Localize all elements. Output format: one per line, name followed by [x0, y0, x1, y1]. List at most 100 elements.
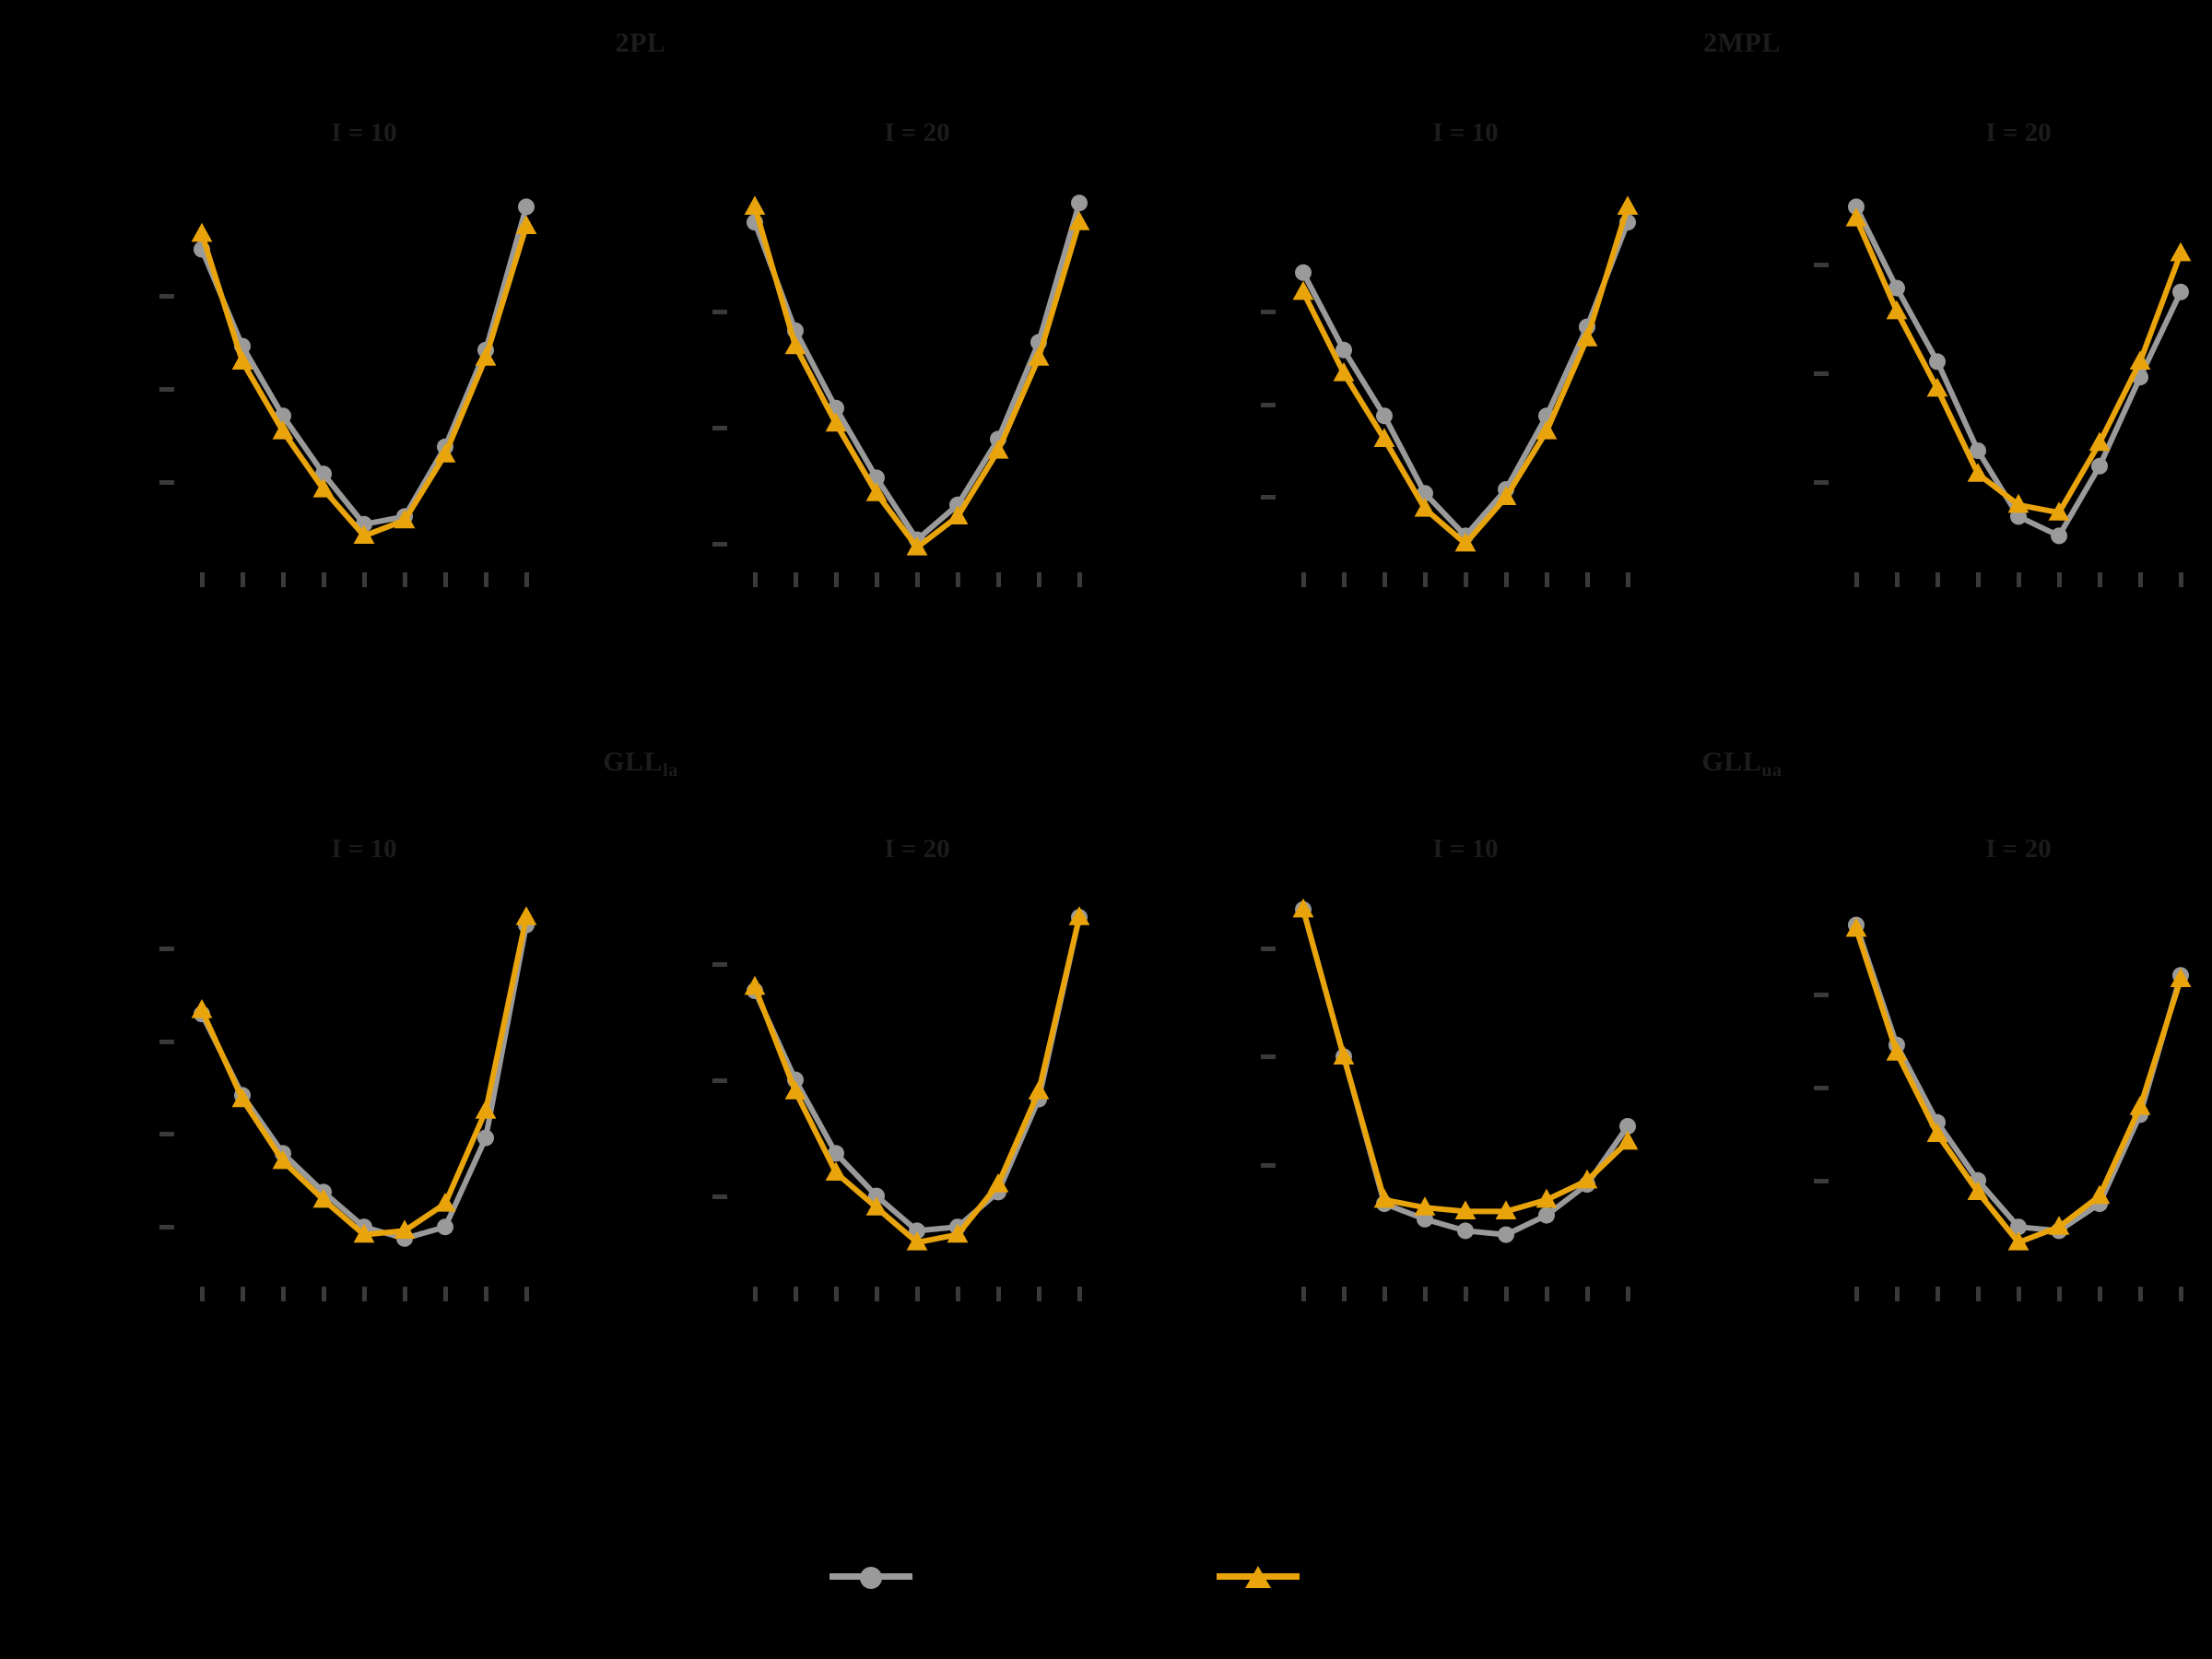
series-line-1	[1853, 925, 2183, 1245]
x-axis-tick	[996, 572, 1001, 587]
data-point-triangle	[1373, 1188, 1395, 1208]
data-point-triangle	[1454, 1200, 1477, 1219]
data-point-circle	[2172, 283, 2189, 300]
data-point-triangle	[475, 1100, 497, 1119]
panel-title-4: I = 10	[331, 834, 397, 864]
x-axis-tick	[362, 572, 367, 587]
y-axis-tick	[712, 961, 727, 967]
x-axis-tick	[1301, 1287, 1306, 1301]
data-point-triangle	[825, 412, 847, 432]
group-title-ggllua: GLLua	[1281, 747, 2203, 781]
data-point-triangle	[987, 1173, 1009, 1193]
plot-panel-1	[712, 180, 1101, 587]
y-axis-tick	[159, 1132, 174, 1137]
data-point-triangle	[312, 1188, 335, 1208]
data-point-triangle	[272, 1149, 294, 1170]
y-axis-tick	[1814, 1086, 1829, 1090]
x-axis-tick	[1936, 1287, 1940, 1301]
legend-key-triangle-icon	[1217, 1558, 1300, 1594]
data-point-triangle	[1333, 362, 1355, 382]
data-point-triangle	[1292, 280, 1314, 300]
x-axis-tick	[322, 572, 326, 587]
data-point-circle	[315, 465, 332, 483]
x-axis-tick	[1464, 572, 1468, 587]
data-point-triangle	[515, 215, 537, 234]
x-axis-tick	[1504, 1287, 1509, 1301]
data-point-triangle	[906, 536, 928, 556]
data-point-circle	[2051, 527, 2067, 545]
series-line-1	[1300, 204, 1630, 547]
group-title-ggllla: GLLla	[180, 747, 1101, 781]
x-axis-tick	[241, 572, 245, 587]
x-axis-tick	[1545, 572, 1549, 587]
x-axis-tick	[2179, 572, 2183, 587]
data-point-circle	[909, 1222, 925, 1240]
group-title-label: GLL	[603, 747, 664, 777]
data-point-triangle	[1886, 300, 1908, 320]
x-axis-tick	[1895, 572, 1900, 587]
data-point-triangle	[394, 509, 416, 529]
x-axis-tick	[996, 1287, 1001, 1301]
y-axis-tick	[1814, 479, 1829, 485]
x-axis-tick	[1585, 572, 1590, 587]
data-point-circle	[1929, 353, 1946, 371]
x-axis-tick	[1464, 1287, 1468, 1301]
x-axis-tick	[2017, 572, 2021, 587]
data-point-circle	[868, 1187, 885, 1205]
data-point-triangle	[2088, 1184, 2111, 1205]
x-axis-tick	[2138, 1287, 2143, 1301]
y-axis-tick	[159, 1039, 174, 1044]
y-axis-tick	[1814, 993, 1829, 998]
data-point-triangle	[2007, 493, 2030, 513]
group-title-g2pl: 2PL	[180, 28, 1101, 59]
x-axis-tick	[2179, 1287, 2183, 1301]
x-axis-tick	[1382, 572, 1387, 587]
x-axis-tick	[1895, 1287, 1900, 1301]
y-axis-tick	[159, 946, 174, 951]
data-point-triangle	[1926, 1123, 1948, 1142]
legend-item-0[interactable]	[830, 1558, 922, 1594]
data-point-circle	[1888, 279, 1905, 297]
data-point-triangle	[1967, 1181, 1989, 1200]
data-point-triangle	[1617, 195, 1639, 215]
data-point-circle	[2091, 457, 2108, 475]
data-point-triangle	[947, 1223, 969, 1243]
x-axis-tick	[484, 1287, 488, 1301]
group-title-label: GLL	[1701, 747, 1762, 777]
x-axis-tick	[443, 1287, 448, 1301]
data-point-triangle	[1576, 327, 1598, 347]
data-point-triangle	[1967, 463, 1989, 482]
data-point-triangle	[515, 906, 537, 925]
x-axis-tick	[2057, 1287, 2062, 1301]
plot-panel-5	[712, 894, 1101, 1301]
x-axis-tick	[1301, 572, 1306, 587]
x-axis-tick	[1976, 572, 1981, 587]
data-point-triangle	[2170, 241, 2192, 262]
x-axis-tick	[1976, 1287, 1981, 1301]
data-point-triangle	[1495, 1200, 1517, 1219]
x-axis-tick	[2138, 572, 2143, 587]
legend-item-1[interactable]	[1217, 1558, 1309, 1594]
data-point-triangle	[784, 335, 806, 355]
y-axis-tick	[159, 1225, 174, 1230]
x-axis-tick	[753, 572, 758, 587]
data-point-triangle	[1292, 898, 1314, 918]
x-axis-tick	[1626, 572, 1630, 587]
series-line-1	[199, 914, 529, 1238]
series-layer	[1292, 898, 1639, 1243]
group-title-subscript: la	[663, 760, 678, 781]
y-axis-tick	[1261, 402, 1276, 407]
x-axis-tick	[524, 572, 529, 587]
data-point-triangle	[1535, 1188, 1558, 1208]
panel-title-5: I = 20	[884, 834, 950, 864]
data-point-triangle	[191, 999, 213, 1018]
data-point-triangle	[2088, 431, 2111, 452]
series-layer	[191, 198, 537, 544]
plot-panel-7	[1814, 894, 2203, 1301]
panel-title-2: I = 10	[1432, 118, 1499, 147]
series-line-1	[752, 204, 1082, 550]
x-axis-tick	[2098, 1287, 2102, 1301]
data-point-triangle	[1028, 347, 1050, 366]
x-axis-tick	[1382, 1287, 1387, 1301]
data-point-triangle	[1495, 486, 1517, 505]
